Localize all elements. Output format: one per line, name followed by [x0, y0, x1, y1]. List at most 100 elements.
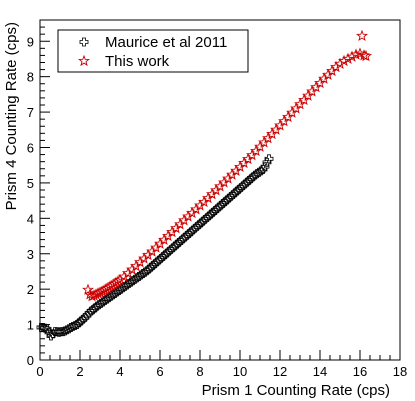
maurice-point	[208, 207, 218, 217]
legend-marker-this-work	[78, 54, 90, 67]
maurice-point	[88, 305, 98, 315]
legend-box	[57, 29, 249, 73]
maurice-point	[182, 230, 192, 240]
maurice-point	[232, 186, 242, 196]
maurice-point	[60, 326, 70, 336]
maurice-point	[162, 248, 172, 258]
x-tick-label: 0	[36, 364, 43, 379]
y-axis-title: Prism 4 Counting Rate (cps)	[3, 22, 20, 210]
series-maurice	[36, 154, 274, 341]
x-axis-title: Prism 1 Counting Rate (cps)	[202, 382, 390, 399]
maurice-point	[192, 222, 202, 231]
maurice-point	[188, 225, 198, 235]
this-work-point	[360, 49, 372, 62]
maurice-point	[150, 259, 160, 269]
maurice-point	[58, 327, 68, 337]
maurice-point	[194, 220, 204, 230]
maurice-point	[170, 241, 180, 251]
maurice-point	[160, 250, 170, 260]
y-tick-label: 9	[27, 34, 34, 49]
maurice-point	[222, 195, 232, 205]
maurice-point	[146, 262, 156, 272]
maurice-point	[158, 252, 168, 261]
maurice-point	[76, 316, 86, 326]
maurice-point	[198, 216, 208, 226]
y-tick-label: 0	[27, 353, 34, 368]
maurice-point	[66, 323, 76, 332]
this-work-point	[356, 29, 368, 42]
maurice-point	[264, 154, 274, 164]
this-work-point	[350, 48, 362, 60]
maurice-point	[152, 257, 162, 267]
maurice-point	[190, 223, 200, 233]
maurice-point	[224, 193, 234, 203]
maurice-point	[178, 234, 188, 244]
maurice-point	[204, 211, 214, 221]
x-tick-label: 6	[156, 364, 163, 379]
maurice-point	[174, 238, 184, 247]
maurice-point	[64, 324, 74, 334]
maurice-point	[78, 314, 88, 324]
maurice-point	[84, 308, 94, 318]
maurice-point	[156, 253, 166, 263]
maurice-point	[196, 218, 206, 228]
maurice-point	[220, 197, 230, 207]
maurice-point	[216, 200, 226, 210]
maurice-point	[200, 214, 210, 224]
maurice-point	[74, 318, 84, 328]
maurice-point	[72, 320, 82, 329]
y-tick-label: 3	[27, 247, 34, 262]
maurice-point	[54, 327, 64, 337]
y-tick-label: 2	[27, 282, 34, 297]
x-tick-label: 10	[233, 364, 247, 379]
y-tick-label: 8	[27, 70, 34, 85]
maurice-point	[180, 232, 190, 242]
maurice-point	[202, 213, 212, 223]
this-work-point	[338, 54, 350, 67]
y-tick-label: 6	[27, 141, 34, 156]
maurice-point	[260, 162, 270, 172]
maurice-point	[206, 209, 216, 219]
x-tick-label: 12	[273, 364, 287, 379]
this-work-point	[346, 50, 358, 62]
maurice-point	[148, 261, 158, 270]
this-work-point	[114, 273, 126, 286]
legend-marker-maurice	[79, 37, 89, 47]
maurice-point	[256, 166, 266, 176]
maurice-point	[62, 325, 72, 335]
x-tick-label: 4	[116, 364, 123, 379]
maurice-point	[142, 266, 152, 276]
legend: Maurice et al 2011 This work	[57, 29, 249, 73]
maurice-point	[242, 177, 252, 187]
maurice-point	[42, 324, 52, 334]
y-tick-label: 4	[27, 211, 34, 226]
y-tick-label: 1	[27, 318, 34, 333]
legend-label-this-work: This work	[105, 53, 170, 70]
maurice-point	[48, 329, 58, 339]
maurice-point	[214, 202, 224, 212]
maurice-point	[240, 179, 250, 189]
maurice-point	[212, 204, 222, 214]
maurice-point	[184, 229, 194, 238]
x-tick-label: 16	[353, 364, 367, 379]
maurice-point	[176, 236, 186, 246]
maurice-point	[226, 191, 236, 201]
maurice-point	[246, 174, 256, 184]
x-tick-label: 18	[393, 364, 407, 379]
series-this-work	[82, 29, 372, 302]
maurice-point	[40, 323, 50, 333]
maurice-point	[46, 331, 56, 341]
maurice-point	[244, 176, 254, 185]
maurice-point	[234, 184, 244, 194]
x-tick-label: 2	[76, 364, 83, 379]
maurice-point	[38, 323, 48, 332]
maurice-point	[186, 227, 196, 237]
this-work-point	[342, 52, 354, 65]
maurice-point	[258, 165, 268, 174]
maurice-point	[236, 183, 246, 192]
maurice-point	[164, 246, 174, 256]
this-work-point	[330, 60, 342, 73]
maurice-point	[80, 313, 90, 322]
